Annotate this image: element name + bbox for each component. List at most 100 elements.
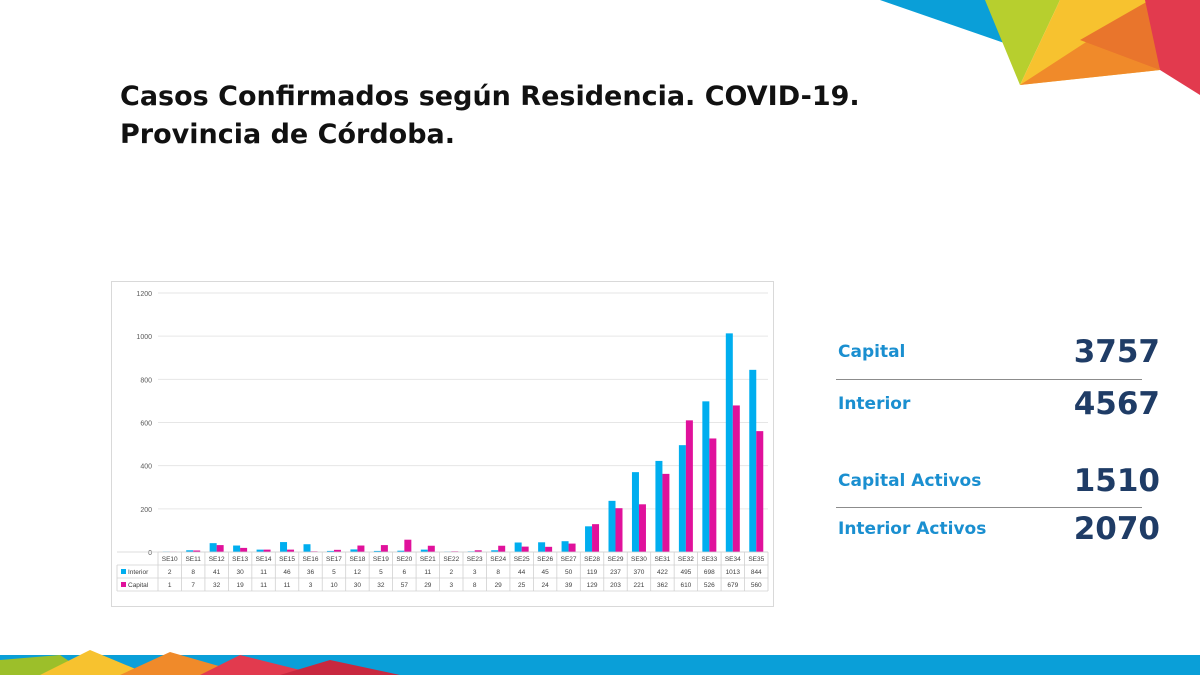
x-tick-label: SE24	[490, 556, 506, 563]
bar-capital	[240, 547, 248, 552]
stat-capital-label: Capital	[838, 342, 906, 362]
data-label: 29	[495, 582, 503, 589]
data-label: 237	[610, 569, 621, 576]
data-label: 6	[403, 569, 407, 576]
x-tick-label: SE17	[326, 556, 342, 563]
bar-interior	[514, 542, 522, 552]
deco-shape-darkorange-top	[1080, 0, 1160, 70]
data-label: 3	[449, 582, 453, 589]
y-tick-label: 800	[140, 377, 152, 384]
bar-interior	[655, 460, 663, 552]
data-label: 50	[565, 569, 573, 576]
data-label: 698	[704, 569, 715, 576]
x-tick-label: SE31	[654, 556, 670, 563]
data-label: 11	[260, 569, 267, 576]
data-label: 57	[401, 582, 409, 589]
x-tick-label: SE34	[725, 556, 741, 563]
slide-title-line-1: Casos Confirmados según Residencia. COVI…	[120, 81, 860, 112]
deco-shape-red-bottom	[200, 655, 320, 675]
data-label: 362	[657, 582, 668, 589]
x-tick-label: SE19	[373, 556, 389, 563]
stat-interior-activos-label: Interior Activos	[838, 519, 987, 539]
stat-capital-activos-value: 1510	[1073, 463, 1160, 499]
y-tick-label: 1200	[136, 291, 152, 298]
x-tick-label: SE21	[420, 556, 436, 563]
bar-capital	[568, 543, 576, 552]
stat-capital-activos: Capital Activos 1510	[836, 459, 1166, 499]
deco-shape-yellow-bottom	[40, 650, 150, 675]
legend-label-capital: Capital	[128, 582, 149, 589]
legend-key-capital	[121, 582, 126, 587]
data-label: 5	[332, 569, 336, 576]
bar-interior	[350, 549, 358, 552]
data-label: 19	[236, 582, 244, 589]
x-tick-label: SE25	[514, 556, 530, 563]
stat-capital: Capital 3757	[836, 330, 1166, 370]
data-label: 32	[213, 582, 221, 589]
data-label: 46	[283, 569, 291, 576]
data-label: 203	[610, 582, 621, 589]
bar-interior	[209, 543, 217, 552]
bar-capital	[474, 550, 482, 552]
data-label: 11	[284, 582, 291, 589]
y-tick-label: 200	[140, 507, 152, 514]
stat-capital-value: 3757	[1073, 334, 1160, 370]
x-tick-label: SE10	[162, 556, 178, 563]
x-tick-label: SE12	[209, 556, 225, 563]
x-tick-label: SE33	[701, 556, 717, 563]
stat-interior-value: 4567	[1073, 386, 1160, 422]
data-label: 25	[518, 582, 526, 589]
bar-capital	[216, 545, 224, 552]
bar-capital	[662, 473, 670, 552]
x-tick-label: SE20	[396, 556, 412, 563]
data-label: 11	[260, 582, 267, 589]
bar-interior	[373, 550, 381, 552]
data-label: 1	[168, 582, 172, 589]
bar-interior	[420, 549, 428, 552]
data-label: 36	[307, 569, 315, 576]
x-tick-label: SE13	[232, 556, 248, 563]
y-tick-label: 0	[148, 550, 152, 557]
bar-capital	[756, 431, 764, 552]
data-label: 10	[330, 582, 338, 589]
data-label: 2	[168, 569, 172, 576]
bar-capital	[380, 545, 388, 552]
x-tick-label: SE30	[631, 556, 647, 563]
data-label: 679	[727, 582, 738, 589]
data-label: 1013	[726, 569, 741, 576]
bar-interior	[326, 550, 334, 552]
data-label: 3	[309, 582, 313, 589]
bar-interior	[608, 500, 616, 552]
stat-divider	[836, 379, 1142, 380]
data-label: 370	[634, 569, 645, 576]
data-label: 119	[587, 569, 598, 576]
bar-capital	[498, 545, 506, 552]
data-label: 41	[213, 569, 221, 576]
data-label: 560	[751, 582, 762, 589]
bar-capital	[615, 508, 623, 552]
bar-capital	[404, 539, 412, 552]
bar-interior	[561, 541, 569, 552]
bar-interior	[233, 545, 241, 552]
bar-interior	[186, 550, 194, 552]
bar-capital	[592, 524, 600, 552]
bar-interior	[303, 544, 311, 552]
x-tick-label: SE22	[443, 556, 459, 563]
stat-divider	[836, 507, 1142, 508]
data-label: 495	[680, 569, 691, 576]
data-label: 5	[379, 569, 383, 576]
bar-interior	[585, 526, 593, 552]
bar-interior	[538, 542, 546, 552]
y-tick-label: 400	[140, 464, 152, 471]
slide-title-line-2: Provincia de Córdoba.	[120, 119, 456, 150]
x-tick-label: SE27	[561, 556, 577, 563]
data-label: 8	[496, 569, 500, 576]
data-label: 30	[354, 582, 362, 589]
bar-interior	[256, 549, 264, 552]
bar-interior	[702, 401, 710, 552]
data-label: 422	[657, 569, 668, 576]
data-label: 29	[424, 582, 432, 589]
bar-capital	[709, 438, 717, 552]
bar-interior	[678, 445, 686, 552]
